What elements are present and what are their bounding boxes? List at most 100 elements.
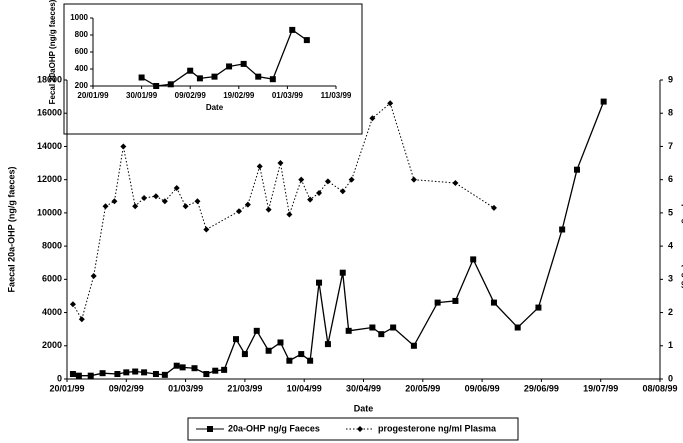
point-marker xyxy=(410,176,417,183)
y2-tick-label: 2 xyxy=(668,307,673,317)
point-marker xyxy=(452,297,459,304)
point-marker xyxy=(307,196,314,203)
y2-tick-label: 6 xyxy=(668,174,673,184)
y-tick-label: 400 xyxy=(75,64,89,73)
point-marker xyxy=(173,184,180,191)
point-marker xyxy=(212,367,219,374)
point-marker xyxy=(324,178,331,185)
x-tick-label: 21/03/99 xyxy=(227,383,262,393)
point-marker xyxy=(78,316,85,323)
y-tick-label: 2000 xyxy=(42,340,62,350)
y-tick-label: 14000 xyxy=(37,141,62,151)
point-marker xyxy=(203,226,210,233)
point-marker xyxy=(324,341,331,348)
x-axis-title: Date xyxy=(354,403,374,413)
point-marker xyxy=(452,179,459,186)
point-marker xyxy=(286,211,293,218)
point-marker xyxy=(90,273,97,280)
point-marker xyxy=(307,357,314,364)
point-marker xyxy=(256,163,263,170)
x-tick-label: 10/04/99 xyxy=(287,383,322,393)
y-tick-label: 600 xyxy=(75,47,89,56)
point-marker xyxy=(357,426,363,432)
point-marker xyxy=(120,143,127,150)
point-marker xyxy=(490,204,497,211)
point-marker xyxy=(514,324,521,331)
y2-tick-label: 3 xyxy=(668,274,673,284)
point-marker xyxy=(69,301,76,308)
point-marker xyxy=(348,176,355,183)
y2-tick-label: 0 xyxy=(668,373,673,383)
x-tick-label: 30/01/99 xyxy=(126,91,158,100)
y-tick-label: 16000 xyxy=(37,108,62,118)
y-axis-title: Faecal 20a-OHP (ng/g faeces) xyxy=(6,167,16,293)
point-marker xyxy=(265,347,272,354)
point-marker xyxy=(87,372,94,379)
legend-label: 20a-OHP ng/g Faeces xyxy=(228,423,320,433)
y-tick-label: 12000 xyxy=(37,174,62,184)
point-marker xyxy=(535,304,542,311)
point-marker xyxy=(490,299,497,306)
point-marker xyxy=(187,67,194,74)
point-marker xyxy=(153,83,160,89)
point-marker xyxy=(253,327,260,334)
y-axis-title: Fecal 20aOHP (ng/g faeces) xyxy=(48,0,57,104)
x-tick-label: 09/02/99 xyxy=(109,383,144,393)
point-marker xyxy=(114,371,121,378)
point-marker xyxy=(240,60,247,67)
x-tick-label: 29/06/99 xyxy=(524,383,559,393)
point-marker xyxy=(138,74,145,81)
point-marker xyxy=(132,368,139,375)
point-marker xyxy=(69,371,76,378)
point-marker xyxy=(316,189,323,196)
point-marker xyxy=(182,203,189,210)
point-marker xyxy=(123,369,130,376)
legend-label: progesterone ng/ml Plasma xyxy=(378,423,497,433)
x-tick-label: 11/03/99 xyxy=(321,91,352,100)
point-marker xyxy=(434,299,441,306)
y-tick-label: 4000 xyxy=(42,307,62,317)
point-marker xyxy=(152,193,159,200)
point-marker xyxy=(244,201,251,208)
point-marker xyxy=(298,351,305,358)
point-marker xyxy=(203,371,210,378)
point-marker xyxy=(241,351,248,358)
x-tick-label: 19/07/99 xyxy=(583,383,618,393)
point-marker xyxy=(286,357,293,364)
point-marker xyxy=(289,26,296,33)
point-marker xyxy=(369,324,376,331)
point-marker xyxy=(221,366,228,373)
point-marker xyxy=(191,365,198,372)
x-tick-label: 20/05/99 xyxy=(405,383,440,393)
point-marker xyxy=(75,372,82,379)
point-marker xyxy=(211,73,218,80)
point-marker xyxy=(573,166,580,173)
point-marker xyxy=(378,331,385,338)
x-axis-title: Date xyxy=(206,103,224,112)
point-marker xyxy=(233,336,240,343)
point-marker xyxy=(339,269,346,276)
x-tick-label: 20/01/99 xyxy=(77,91,109,100)
point-marker xyxy=(265,206,272,213)
series-line xyxy=(72,101,605,377)
inset-frame xyxy=(63,3,363,135)
x-tick-label: 19/02/99 xyxy=(223,91,255,100)
point-marker xyxy=(470,256,477,263)
point-marker xyxy=(303,37,310,44)
point-marker xyxy=(390,324,397,331)
point-marker xyxy=(161,371,168,378)
point-marker xyxy=(179,364,186,371)
point-marker xyxy=(316,279,323,286)
point-marker xyxy=(345,327,352,334)
y-tick-label: 10000 xyxy=(37,207,62,217)
point-marker xyxy=(277,339,284,346)
y2-tick-label: 5 xyxy=(668,207,673,217)
point-marker xyxy=(226,63,233,70)
y2-tick-label: 9 xyxy=(668,74,673,84)
y-tick-label: 800 xyxy=(75,30,89,39)
x-tick-label: 08/08/99 xyxy=(642,383,677,393)
x-tick-label: 09/06/99 xyxy=(465,383,500,393)
y-tick-label: 6000 xyxy=(42,274,62,284)
point-marker xyxy=(559,226,566,233)
